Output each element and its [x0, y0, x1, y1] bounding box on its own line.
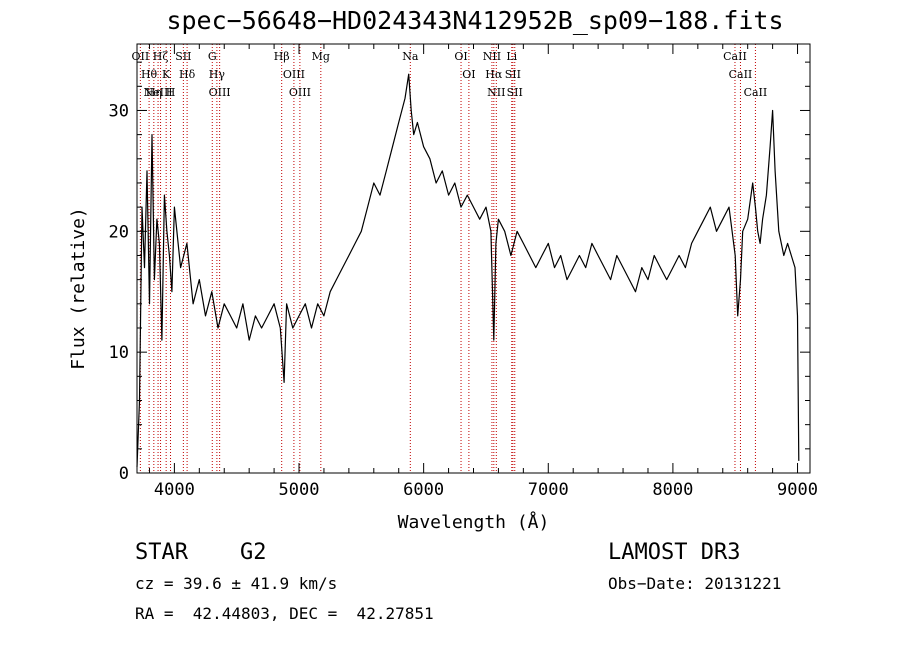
x-tick-label: 7000 [528, 480, 569, 500]
x-tick-label: 9000 [777, 480, 818, 500]
line-marker-label: NII [483, 50, 501, 63]
redshift-readout: cz = 39.6 ± 41.9 km/s [135, 574, 338, 593]
x-tick-label: 8000 [652, 480, 693, 500]
line-marker-label: SII [175, 50, 191, 63]
line-marker-label: OIII [283, 68, 305, 81]
y-tick-label: 20 [109, 222, 129, 242]
observation-date: Obs−Date: 20131221 [608, 574, 782, 593]
line-marker-label: NeIII [143, 86, 172, 99]
coordinates-readout: RA = 42.44803, DEC = 42.27851 [135, 604, 434, 623]
line-marker-label: Hζ [153, 50, 169, 63]
y-axis-label: Flux (relative) [68, 207, 89, 370]
y-tick-label: 30 [109, 101, 129, 121]
line-marker-label: CaII [729, 68, 753, 81]
line-marker-label: Hα [485, 68, 503, 81]
x-tick-label: 6000 [403, 480, 444, 500]
line-marker-label: G [208, 50, 217, 63]
line-marker-label: CaII [744, 86, 768, 99]
line-marker-label: OI [462, 68, 475, 81]
line-marker-label: NII [487, 86, 505, 99]
line-marker-label: OI [454, 50, 467, 63]
line-marker-label: K [162, 68, 171, 81]
object-subclass: G2 [240, 540, 267, 565]
line-marker-label: Mg [312, 50, 330, 63]
line-marker-label: OIII [209, 86, 231, 99]
line-marker-label: Hβ [274, 50, 290, 63]
chart-title: spec−56648−HD024343N412952B_sp09−188.fit… [166, 6, 784, 35]
line-marker-label: Hη [146, 86, 162, 99]
line-marker-label: Li [506, 50, 517, 63]
plot-frame [136, 43, 811, 474]
y-tick-label: 0 [119, 464, 129, 484]
line-marker-label: OIII [289, 86, 311, 99]
x-axis-label: Wavelength (Å) [398, 511, 550, 533]
line-marker-label: H [166, 86, 176, 99]
line-marker-label: Na [402, 50, 419, 63]
survey-label: LAMOST DR3 [608, 540, 741, 565]
line-marker-label: Hδ [179, 68, 196, 81]
line-marker-label: Hγ [209, 68, 226, 81]
line-marker-label: OII [132, 50, 150, 63]
line-marker-label: SII [507, 86, 523, 99]
y-tick-label: 10 [109, 343, 129, 363]
line-marker-label: CaII [723, 50, 747, 63]
object-class: STAR [135, 540, 188, 565]
line-marker-label: Hθ [141, 68, 158, 81]
spectrum-line [136, 73, 800, 468]
x-tick-label: 5000 [279, 480, 320, 500]
line-marker-label: SII [505, 68, 521, 81]
x-tick-label: 4000 [154, 480, 195, 500]
